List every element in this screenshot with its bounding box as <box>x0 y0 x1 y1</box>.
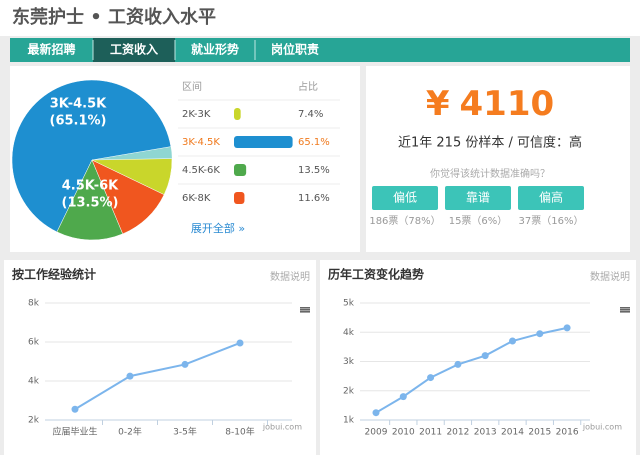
point <box>481 352 489 360</box>
vote-button[interactable] <box>445 186 511 210</box>
point <box>454 360 462 368</box>
y-tick-label: 2k <box>343 386 355 396</box>
y-tick-label: 5k <box>343 299 355 309</box>
experience-panel <box>4 260 316 455</box>
tab[interactable] <box>93 38 175 62</box>
vote-count: 15票（6%） <box>449 215 508 227</box>
page-title: 东莞护士 • 工资收入水平 <box>12 6 216 28</box>
y-tick-label: 1k <box>343 416 355 426</box>
menu-icon[interactable] <box>620 307 630 309</box>
menu-icon[interactable] <box>300 311 310 313</box>
ratio-label: 13.5% <box>298 165 330 176</box>
x-tick-label: 2012 <box>446 428 469 438</box>
point <box>563 324 571 332</box>
y-tick-label: 4k <box>28 377 40 387</box>
watermark: jobui.com <box>582 423 622 432</box>
point <box>372 409 380 417</box>
point <box>536 330 544 338</box>
x-tick-label: 2013 <box>474 428 497 438</box>
y-tick-label: 2k <box>28 416 40 426</box>
vote-button-label[interactable]: 靠谱 <box>466 191 490 205</box>
line <box>74 342 241 411</box>
pie-label: (65.1%) <box>50 114 107 129</box>
range-label: 6K-8K <box>182 193 211 204</box>
point <box>236 339 244 347</box>
y-tick-label: 6k <box>28 338 40 348</box>
salary-value: 4110 <box>460 84 555 124</box>
summary-panel <box>366 66 630 252</box>
x-tick-label: 2010 <box>392 428 415 438</box>
point <box>71 405 79 413</box>
y-tick-label: 4k <box>343 328 355 338</box>
point <box>509 337 516 345</box>
y-tick-label: 3k <box>343 357 355 367</box>
tab[interactable] <box>175 38 255 62</box>
ratio-bar <box>234 108 241 120</box>
ratio-label: 65.1% <box>298 137 330 148</box>
x-tick-label: 2011 <box>419 428 442 438</box>
pie-slice <box>56 159 124 241</box>
vote-button-label[interactable]: 偏低 <box>393 190 417 205</box>
table-header: 区间 <box>182 80 202 93</box>
x-tick-label: 2016 <box>556 428 579 438</box>
point <box>126 372 134 380</box>
vote-button[interactable] <box>518 186 584 210</box>
more-link[interactable]: 展开全部 » <box>191 221 245 235</box>
menu-icon[interactable] <box>620 311 630 313</box>
tab-label[interactable]: 工资收入 <box>110 42 158 57</box>
tab[interactable] <box>10 38 93 62</box>
tab[interactable] <box>255 38 335 62</box>
chart-title: 历年工资变化趋势 <box>328 267 424 282</box>
x-tick-label: 2015 <box>528 428 551 438</box>
line <box>375 326 568 414</box>
tab-label[interactable]: 岗位职责 <box>271 42 319 57</box>
currency: ¥ <box>426 84 450 124</box>
pie-slice <box>11 79 172 233</box>
menu-icon[interactable] <box>620 309 630 311</box>
menu-icon[interactable] <box>300 307 310 309</box>
pie-label: 4.5K-6K <box>62 179 119 194</box>
tab-label[interactable]: 最新招聘 <box>27 42 75 57</box>
vote-button-label[interactable]: 偏高 <box>539 190 563 205</box>
ratio-bar <box>234 164 247 176</box>
x-tick-label: 0-2年 <box>118 426 142 438</box>
question: 你觉得该统计数据准确吗？ <box>430 167 550 180</box>
salary: ¥4110 <box>426 84 554 124</box>
menu-icon[interactable] <box>300 309 310 311</box>
chart-title: 按工作经验统计 <box>12 267 96 282</box>
range-label: 2K-3K <box>182 109 211 120</box>
header-bg <box>0 0 640 36</box>
ratio-bar <box>234 136 293 148</box>
ratio-label: 11.6% <box>298 193 330 204</box>
x-tick-label: 8-10年 <box>225 426 254 438</box>
x-tick-label: 2009 <box>365 428 388 438</box>
x-tick-label: 应届毕业生 <box>52 426 97 438</box>
chart-note[interactable]: 数据说明 <box>590 270 630 283</box>
chart-note[interactable]: 数据说明 <box>270 270 310 283</box>
y-tick-label: 8k <box>28 299 40 309</box>
x-tick-label: 3-5年 <box>173 426 197 438</box>
range-label: 3K-4.5K <box>182 137 220 148</box>
pie-label: 3K-4.5K <box>50 97 107 112</box>
range-label: 4.5K-6K <box>182 165 220 176</box>
vote-count: 37票（16%） <box>519 215 584 227</box>
pie-label: (13.5%) <box>62 196 119 211</box>
point <box>399 393 407 401</box>
table-header: 占比 <box>298 80 318 93</box>
point <box>427 374 435 382</box>
point <box>181 360 189 368</box>
tab-label[interactable]: 就业形势 <box>191 42 239 57</box>
x-tick-label: 2014 <box>501 428 524 438</box>
vote-button[interactable] <box>372 186 438 210</box>
watermark: jobui.com <box>262 423 302 432</box>
ratio-label: 7.4% <box>298 109 323 120</box>
ratio-bar <box>234 192 245 204</box>
vote-count: 186票（78%） <box>369 215 440 227</box>
pie-slice <box>91 158 173 195</box>
sample-text: 近1年 215 份样本 / 可信度：高 <box>398 135 582 151</box>
